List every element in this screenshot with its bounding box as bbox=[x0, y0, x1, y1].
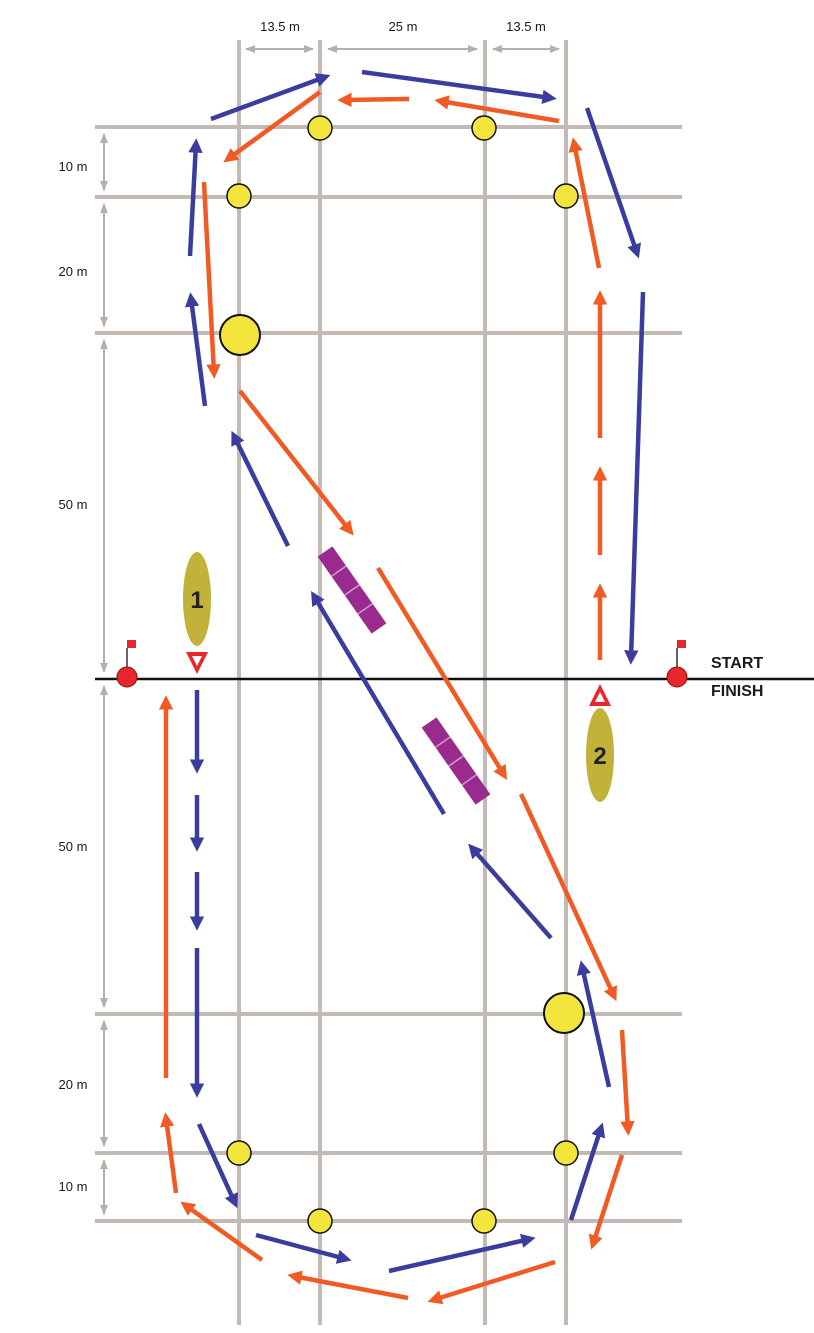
boat-1-course-arrow bbox=[231, 430, 291, 547]
gate-upper bbox=[317, 546, 387, 634]
dimension-label-left-1: 10 m bbox=[59, 159, 88, 174]
buoy bbox=[307, 1208, 333, 1234]
dimension-label-left-6: 10 m bbox=[59, 1179, 88, 1194]
dimension-label-left-2: 20 m bbox=[59, 264, 88, 279]
gate-lower bbox=[421, 717, 491, 805]
dimension-label-left-4: 50 m bbox=[59, 839, 88, 854]
buoy bbox=[471, 1208, 497, 1234]
gates bbox=[317, 546, 491, 805]
boat-1: 1 bbox=[183, 552, 211, 674]
finish-label: FINISH bbox=[711, 683, 763, 700]
boat-1-number: 1 bbox=[190, 587, 203, 614]
boat-1-course-arrow bbox=[255, 1232, 352, 1264]
boat-2-course-arrow bbox=[568, 137, 602, 269]
boat-1-course-arrow bbox=[468, 843, 553, 940]
boat-2-course-arrow bbox=[160, 1112, 179, 1194]
boat-1-course-arrow bbox=[361, 69, 557, 104]
boat-2-course-arrow bbox=[376, 566, 507, 780]
buoys bbox=[219, 115, 585, 1234]
boat-2-course-arrow bbox=[238, 389, 354, 536]
boat-1-course-arrow bbox=[196, 1123, 238, 1209]
boat-1-course-arrow bbox=[388, 1233, 536, 1274]
buoy bbox=[553, 1140, 579, 1166]
dimension-markers bbox=[100, 45, 560, 1215]
buoy bbox=[226, 1140, 252, 1166]
boat-1-course-arrow bbox=[187, 138, 203, 257]
boat-1-course-arrow bbox=[568, 1122, 606, 1221]
boat-2-course-arrow bbox=[201, 181, 221, 379]
turning-buoy bbox=[219, 314, 261, 356]
boat-2-course-arrow bbox=[427, 1259, 556, 1305]
dimension-label-left-3: 50 m bbox=[59, 497, 88, 512]
buoy bbox=[226, 183, 252, 209]
boat-2-course-arrow bbox=[223, 90, 322, 163]
start-line-markers bbox=[116, 640, 688, 688]
buoy bbox=[471, 115, 497, 141]
boat-2-course-arrow bbox=[180, 1201, 264, 1262]
boat-1-course-arrow bbox=[584, 107, 641, 259]
dimension-label-top-1: 13.5 m bbox=[260, 19, 300, 34]
boat-2-course bbox=[158, 90, 635, 1305]
flag-icon bbox=[127, 640, 136, 648]
boat-2-number: 2 bbox=[593, 743, 606, 770]
boat-2-course-arrow bbox=[337, 92, 410, 108]
flag-icon bbox=[677, 640, 686, 648]
boat-1-course-arrow bbox=[184, 292, 208, 407]
dimension-label-left-5: 20 m bbox=[59, 1077, 88, 1092]
buoy bbox=[553, 183, 579, 209]
dimension-labels: 13.5 m 25 m 13.5 m 10 m 20 m 50 m 50 m 2… bbox=[59, 19, 546, 1194]
start-buoy-right bbox=[666, 640, 688, 688]
dimension-label-top-3: 13.5 m bbox=[506, 19, 546, 34]
turning-buoy bbox=[543, 992, 585, 1034]
boat-2-course-arrow bbox=[287, 1270, 409, 1301]
boat-2-course-arrow bbox=[518, 793, 617, 1002]
boat-1-course-arrow bbox=[624, 291, 646, 665]
boat-1-course-arrow bbox=[311, 591, 446, 816]
start-label: START bbox=[711, 655, 763, 672]
boat-2: 2 bbox=[586, 684, 614, 802]
boat-1-course-arrow bbox=[210, 73, 331, 122]
dimension-label-top-2: 25 m bbox=[389, 19, 418, 34]
boat-2-course-arrow bbox=[588, 1154, 625, 1250]
buoy bbox=[307, 115, 333, 141]
boat-2-course-arrow bbox=[619, 1029, 635, 1136]
boat-1-course-arrow bbox=[576, 960, 612, 1088]
boats: 1 2 bbox=[183, 552, 614, 802]
boat-1-course bbox=[184, 69, 646, 1274]
start-buoy-left bbox=[116, 640, 138, 688]
boat-2-course-arrow bbox=[434, 95, 560, 124]
